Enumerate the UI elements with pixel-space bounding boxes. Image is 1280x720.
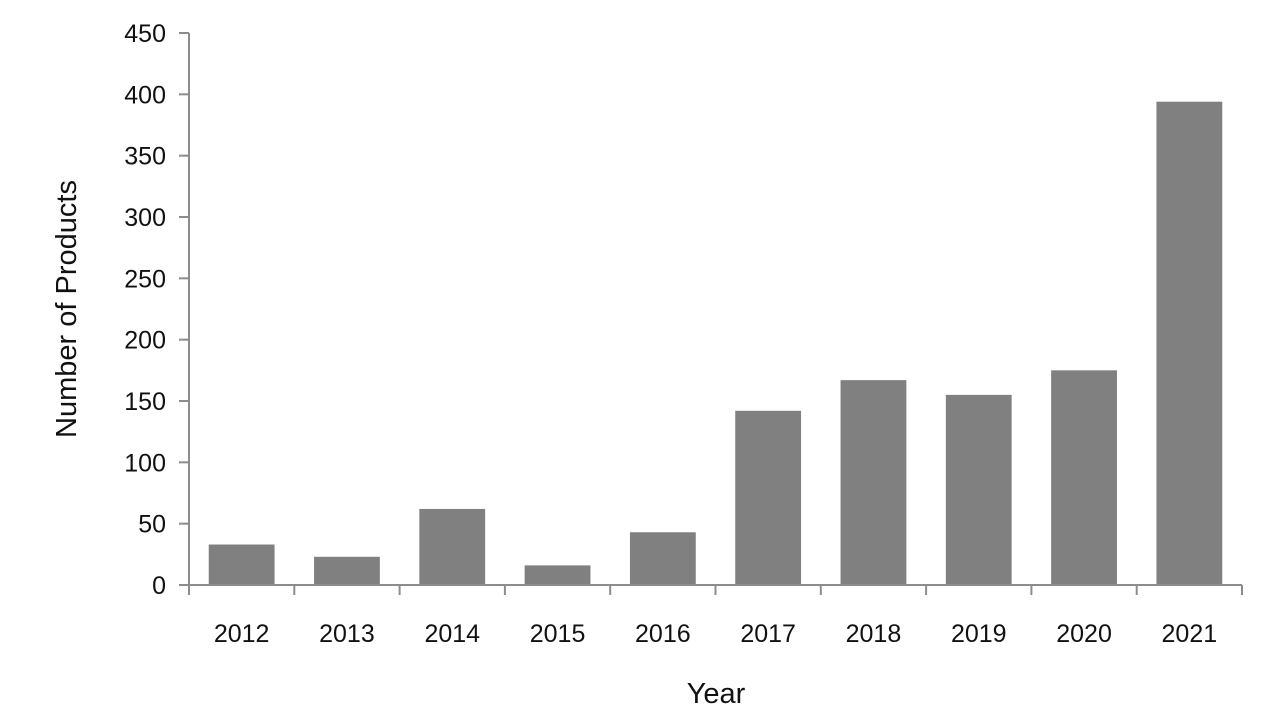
x-axis-title: Year <box>687 678 746 710</box>
bar-2012 <box>208 544 275 585</box>
y-tick-label: 150 <box>124 388 166 416</box>
x-tick-labels: 2012 2013 2014 2015 2016 2017 2018 2019 2020 2021 <box>214 620 1217 648</box>
bar-2016 <box>629 532 696 585</box>
x-tick-label: 2017 <box>740 620 796 648</box>
x-tick-label: 2013 <box>319 620 375 648</box>
bar-2014 <box>419 508 486 585</box>
y-tick-label: 350 <box>124 143 166 171</box>
y-tick-label: 450 <box>124 20 166 48</box>
x-tick-label: 2019 <box>951 620 1007 648</box>
bars <box>208 101 1223 586</box>
x-axis-ticks <box>188 585 1243 595</box>
x-tick-label: 2012 <box>214 620 270 648</box>
y-tick-label: 400 <box>124 81 166 109</box>
x-tick-label: 2015 <box>530 620 586 648</box>
x-tick-label: 2018 <box>846 620 902 648</box>
x-tick-label: 2021 <box>1162 620 1218 648</box>
x-tick-label: 2014 <box>424 620 480 648</box>
y-axis-ticks <box>179 32 189 586</box>
y-tick-labels: 0 50 100 150 200 250 300 350 400 450 <box>124 20 166 600</box>
bar-2013 <box>314 556 380 585</box>
bar-2020 <box>1051 370 1117 585</box>
y-axis-title: Number of Products <box>51 180 83 438</box>
y-tick-label: 100 <box>124 449 166 477</box>
bar-2018 <box>840 380 907 585</box>
y-tick-label: 50 <box>138 511 166 539</box>
y-tick-label: 250 <box>124 265 166 293</box>
x-tick-label: 2020 <box>1056 620 1112 648</box>
bar-2015 <box>524 565 591 585</box>
bar-2019 <box>945 394 1012 585</box>
y-tick-label: 300 <box>124 204 166 232</box>
y-tick-label: 200 <box>124 327 166 355</box>
bar-2021 <box>1156 101 1223 586</box>
y-tick-label: 0 <box>152 572 166 600</box>
bar-2017 <box>735 410 802 585</box>
x-tick-label: 2016 <box>635 620 691 648</box>
